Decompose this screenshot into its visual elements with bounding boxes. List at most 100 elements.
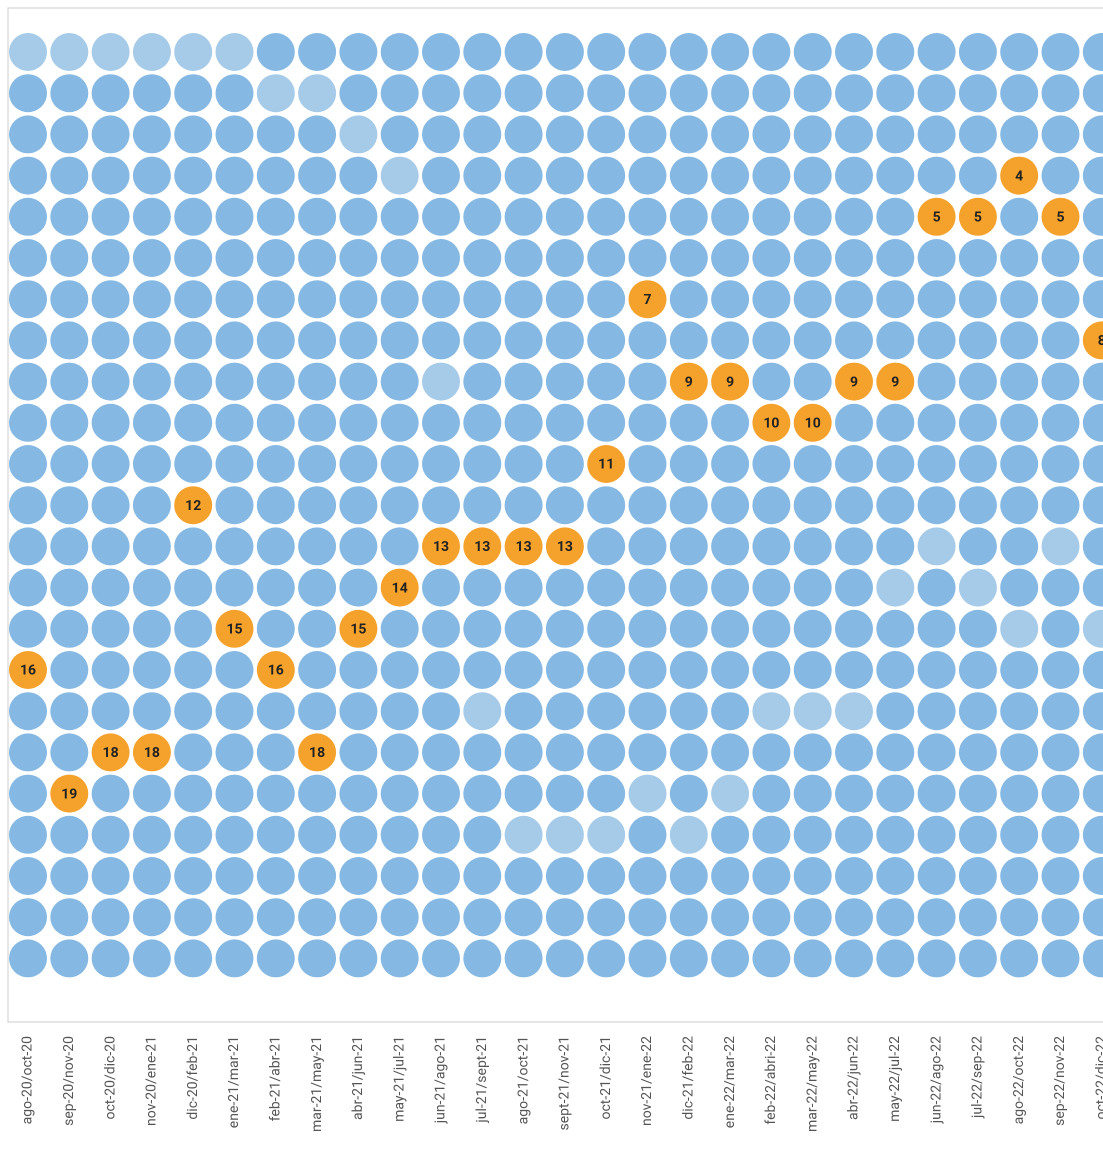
dot <box>463 857 502 895</box>
dot <box>628 733 667 772</box>
dot <box>91 156 130 195</box>
dot <box>298 321 337 360</box>
dot <box>587 692 626 731</box>
dot <box>835 568 873 607</box>
dot <box>545 115 584 154</box>
dot <box>1082 774 1103 813</box>
rank-label: 13 <box>557 539 573 555</box>
dot <box>628 609 667 648</box>
dot <box>958 815 997 854</box>
dot <box>91 197 130 236</box>
dot <box>174 733 213 772</box>
dot <box>504 692 543 731</box>
rank-dot <box>545 527 584 566</box>
dot <box>215 74 254 113</box>
dot <box>793 774 832 813</box>
dot <box>669 445 708 483</box>
dot <box>298 898 337 937</box>
dot <box>132 527 171 566</box>
rank-dot <box>91 733 130 772</box>
faded-dot <box>917 527 956 566</box>
dot <box>380 815 419 854</box>
dot <box>587 362 626 401</box>
dot <box>91 321 130 360</box>
dot <box>380 239 419 277</box>
dot <box>669 939 708 978</box>
dot <box>50 609 89 648</box>
dot <box>628 815 667 854</box>
dot <box>132 815 171 854</box>
dot <box>669 609 708 648</box>
rank-dot <box>174 486 213 525</box>
dot <box>91 445 130 483</box>
dot <box>256 692 295 731</box>
dot <box>545 486 584 525</box>
dot <box>504 898 543 937</box>
rank-label: 16 <box>20 663 36 679</box>
rank-dot <box>711 362 750 401</box>
dot <box>628 939 667 978</box>
dot <box>9 115 47 154</box>
dot <box>339 898 378 937</box>
rank-dot <box>215 609 254 648</box>
dot <box>669 156 708 195</box>
dot <box>91 774 130 813</box>
dot <box>917 486 956 525</box>
dot <box>463 239 502 277</box>
dot <box>422 486 460 525</box>
dot <box>545 774 584 813</box>
rank-label: 7 <box>643 292 651 308</box>
dot <box>793 197 832 236</box>
dot <box>339 445 378 483</box>
x-tick-label: ene-22/mar-22 <box>722 1036 738 1128</box>
dot <box>587 74 626 113</box>
dot <box>91 239 130 277</box>
dot <box>50 445 89 483</box>
dot <box>587 115 626 154</box>
rank-dot <box>422 527 460 566</box>
dot <box>50 692 89 731</box>
dot <box>1082 33 1103 71</box>
dot <box>752 115 791 154</box>
dot <box>339 733 378 772</box>
dot <box>174 857 213 895</box>
dot <box>9 692 47 731</box>
dot <box>1000 197 1039 236</box>
dot <box>1041 774 1080 813</box>
dot <box>256 403 295 442</box>
dot <box>835 445 873 483</box>
dot <box>91 115 130 154</box>
dot <box>132 197 171 236</box>
dot <box>587 568 626 607</box>
dot <box>545 898 584 937</box>
dot <box>587 651 626 689</box>
dot <box>669 33 708 71</box>
dot <box>256 197 295 236</box>
dot <box>174 815 213 854</box>
dot <box>545 74 584 113</box>
dot <box>422 403 460 442</box>
dot <box>669 651 708 689</box>
dot <box>545 939 584 978</box>
dot <box>380 527 419 566</box>
dot <box>917 115 956 154</box>
dot <box>256 362 295 401</box>
dot <box>1000 321 1039 360</box>
faded-dot <box>711 774 750 813</box>
dot <box>298 857 337 895</box>
dot <box>711 321 750 360</box>
dot <box>876 651 915 689</box>
dot <box>876 898 915 937</box>
dot <box>9 445 47 483</box>
faded-dot <box>504 815 543 854</box>
dot <box>1000 280 1039 319</box>
dot <box>463 280 502 319</box>
x-tick-label: abr-21/jun-21 <box>350 1036 366 1120</box>
rank-label: 4 <box>1015 168 1023 184</box>
dot <box>9 527 47 566</box>
dot <box>256 527 295 566</box>
dot <box>917 898 956 937</box>
dot <box>174 609 213 648</box>
rank-dot <box>835 362 873 401</box>
x-tick-label: ago-20/oct-20 <box>20 1036 36 1124</box>
